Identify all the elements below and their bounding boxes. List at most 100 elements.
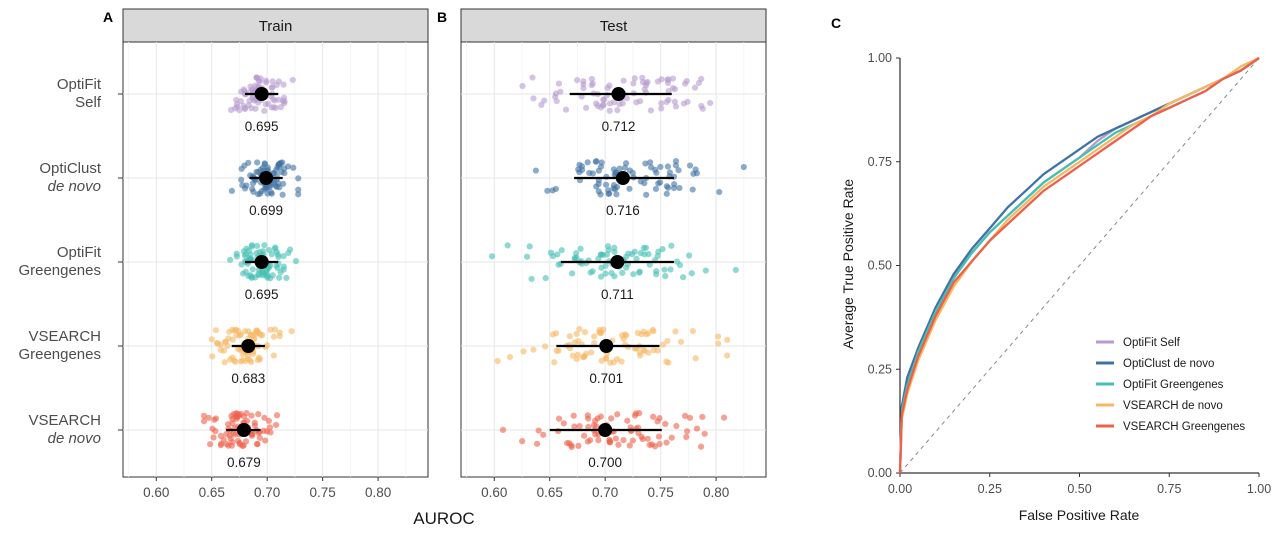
- test-point: [613, 191, 620, 198]
- test-point: [555, 80, 563, 87]
- test-median-point: [599, 339, 614, 353]
- test-point: [626, 185, 633, 192]
- train-point: [292, 258, 300, 265]
- test-point: [641, 180, 648, 187]
- roc-y-tick-label: 0.50: [868, 259, 892, 273]
- test-point: [732, 266, 739, 274]
- test-median-point: [598, 423, 613, 437]
- test-point: [585, 423, 592, 431]
- train-point: [257, 75, 264, 82]
- test-point: [652, 185, 660, 193]
- train-median-point: [241, 339, 256, 353]
- train-point: [276, 163, 283, 170]
- test-point: [629, 437, 636, 444]
- train-point: [267, 275, 274, 282]
- test-point: [681, 412, 689, 419]
- test-point: [594, 102, 601, 110]
- test-point: [619, 100, 626, 107]
- test-point: [671, 98, 678, 105]
- test-point: [684, 98, 691, 105]
- train-point: [271, 245, 278, 252]
- test-point: [672, 162, 680, 169]
- test-point: [645, 349, 652, 356]
- train-point: [205, 414, 212, 421]
- test-point: [686, 252, 693, 259]
- train-point: [224, 342, 231, 350]
- test-point: [597, 163, 605, 170]
- train-point: [206, 441, 214, 448]
- train-point: [212, 415, 220, 422]
- train-median-label: 0.699: [249, 203, 283, 218]
- test-point: [707, 99, 714, 107]
- train-point: [209, 353, 216, 360]
- test-point: [532, 167, 540, 174]
- train-point: [237, 97, 244, 105]
- train-point: [283, 274, 290, 282]
- roc-y-title: Average True Positive Rate: [840, 179, 856, 349]
- test-point: [715, 340, 722, 347]
- test-point: [633, 99, 640, 106]
- test-point: [631, 75, 638, 82]
- roc-x-tick-label: 0.25: [978, 482, 1002, 496]
- test-point: [562, 106, 570, 113]
- test-point: [606, 107, 613, 114]
- train-point: [276, 274, 283, 281]
- test-point: [573, 254, 580, 261]
- test-point: [608, 415, 615, 422]
- train-point: [210, 434, 217, 441]
- grid-train: [123, 42, 428, 477]
- train-point: [236, 107, 243, 114]
- train-point: [281, 98, 288, 105]
- test-point: [566, 333, 573, 340]
- test-point: [668, 242, 675, 249]
- test-point: [580, 78, 587, 85]
- train-point: [254, 329, 261, 336]
- test-point: [569, 270, 576, 277]
- test-point: [681, 80, 689, 87]
- train-point: [261, 161, 268, 168]
- test-x-tick-label: 0.70: [592, 485, 618, 500]
- test-point: [583, 104, 590, 111]
- test-point: [664, 163, 671, 170]
- test-point: [611, 186, 619, 193]
- train-x-tick-label: 0.80: [365, 485, 391, 500]
- test-point: [657, 163, 664, 171]
- train-point: [253, 440, 261, 448]
- test-point: [552, 93, 559, 100]
- train-point: [263, 428, 271, 435]
- roc-x-tick-label: 0.00: [888, 482, 912, 496]
- roc-y-tick-label: 0.75: [868, 155, 892, 169]
- train-point: [256, 356, 264, 363]
- train-point: [265, 417, 272, 424]
- test-point: [584, 438, 591, 445]
- legend-label: VSEARCH Greengenes: [1123, 421, 1245, 433]
- test-point: [642, 160, 649, 167]
- test-point: [523, 253, 531, 260]
- test-point: [593, 158, 600, 165]
- test-point: [620, 77, 627, 84]
- test-point: [602, 262, 609, 269]
- test-point: [571, 423, 578, 430]
- test-point: [595, 437, 602, 444]
- train-point: [252, 105, 259, 112]
- test-point: [695, 79, 703, 87]
- train-point: [253, 242, 261, 249]
- test-point: [626, 442, 633, 449]
- panel-roc: 0.00 0.00 0.25 0.25 0.50 0.50 0.75 0.75 1.00 1.00…: [840, 51, 1271, 523]
- test-point: [595, 180, 602, 187]
- test-point: [594, 415, 601, 422]
- test-point: [636, 410, 643, 417]
- test-point: [577, 245, 584, 252]
- train-point: [200, 418, 208, 425]
- test-x-tick-label: 0.65: [537, 485, 563, 500]
- roc-axes: 0.00 0.00 0.25 0.25 0.50 0.50 0.75 0.75 1.00 1.00: [868, 51, 1272, 496]
- test-point: [542, 275, 549, 282]
- roc-x-tick-label: 1.00: [1247, 482, 1271, 496]
- test-point: [576, 325, 583, 333]
- test-point: [563, 439, 571, 447]
- test-point: [677, 338, 685, 345]
- roc-series-line: [898, 57, 1260, 474]
- test-point: [581, 329, 589, 336]
- test-point: [720, 414, 728, 421]
- test-x-tick-label: 0.60: [481, 485, 507, 500]
